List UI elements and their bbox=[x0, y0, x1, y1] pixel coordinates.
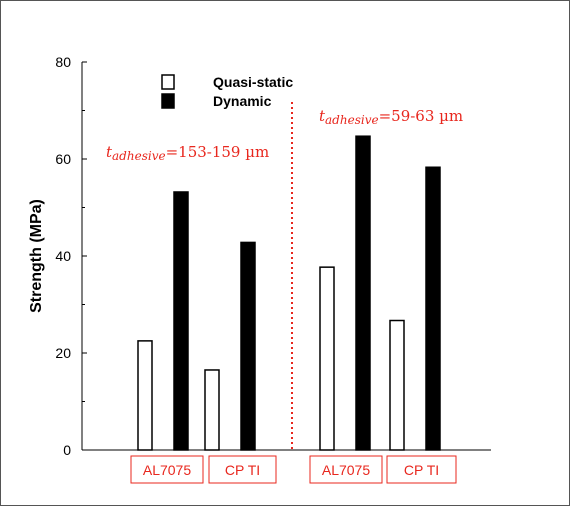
legend: Quasi-static Dynamic bbox=[161, 74, 293, 109]
category-label: CP TI bbox=[404, 462, 439, 478]
y-tick-label: 20 bbox=[55, 345, 71, 361]
category-box bbox=[130, 455, 204, 484]
y-tick-label: 80 bbox=[55, 54, 71, 70]
legend-label-quasi-static: Quasi-static bbox=[213, 74, 293, 90]
group-annotations: tadhesive=153-159 µm tadhesive=59-63 µm bbox=[106, 107, 463, 163]
quasi-static-bar bbox=[204, 369, 220, 451]
category-label: AL7075 bbox=[143, 462, 191, 478]
y-axis-ticks: 0 20 40 60 80 bbox=[55, 54, 87, 458]
category-label: CP TI bbox=[225, 462, 260, 478]
category-box bbox=[386, 455, 457, 484]
quasi-static-bar bbox=[389, 319, 405, 451]
bars bbox=[137, 135, 441, 451]
thickness-annotation: tadhesive=153-159 µm bbox=[106, 143, 269, 163]
legend-swatch-quasi-static bbox=[161, 74, 175, 90]
category-labels: AL7075 CP TI AL7075 CP TI bbox=[130, 455, 457, 484]
category-box bbox=[309, 455, 383, 484]
dynamic-bar bbox=[173, 191, 189, 451]
dynamic-bar bbox=[355, 135, 371, 451]
thickness-annotation: tadhesive=59-63 µm bbox=[319, 107, 463, 127]
y-tick-label: 0 bbox=[63, 442, 71, 458]
y-axis-title: Strength (MPa) bbox=[28, 199, 45, 313]
dynamic-bar bbox=[425, 166, 441, 451]
legend-label-dynamic: Dynamic bbox=[213, 93, 272, 109]
category-label: AL7075 bbox=[322, 462, 370, 478]
quasi-static-bar bbox=[137, 340, 153, 451]
y-tick-label: 60 bbox=[55, 151, 71, 167]
category-box bbox=[208, 455, 277, 484]
y-tick-label: 40 bbox=[55, 248, 71, 264]
legend-swatch-dynamic bbox=[161, 93, 175, 109]
dynamic-bar bbox=[240, 241, 256, 451]
quasi-static-bar bbox=[319, 266, 335, 451]
